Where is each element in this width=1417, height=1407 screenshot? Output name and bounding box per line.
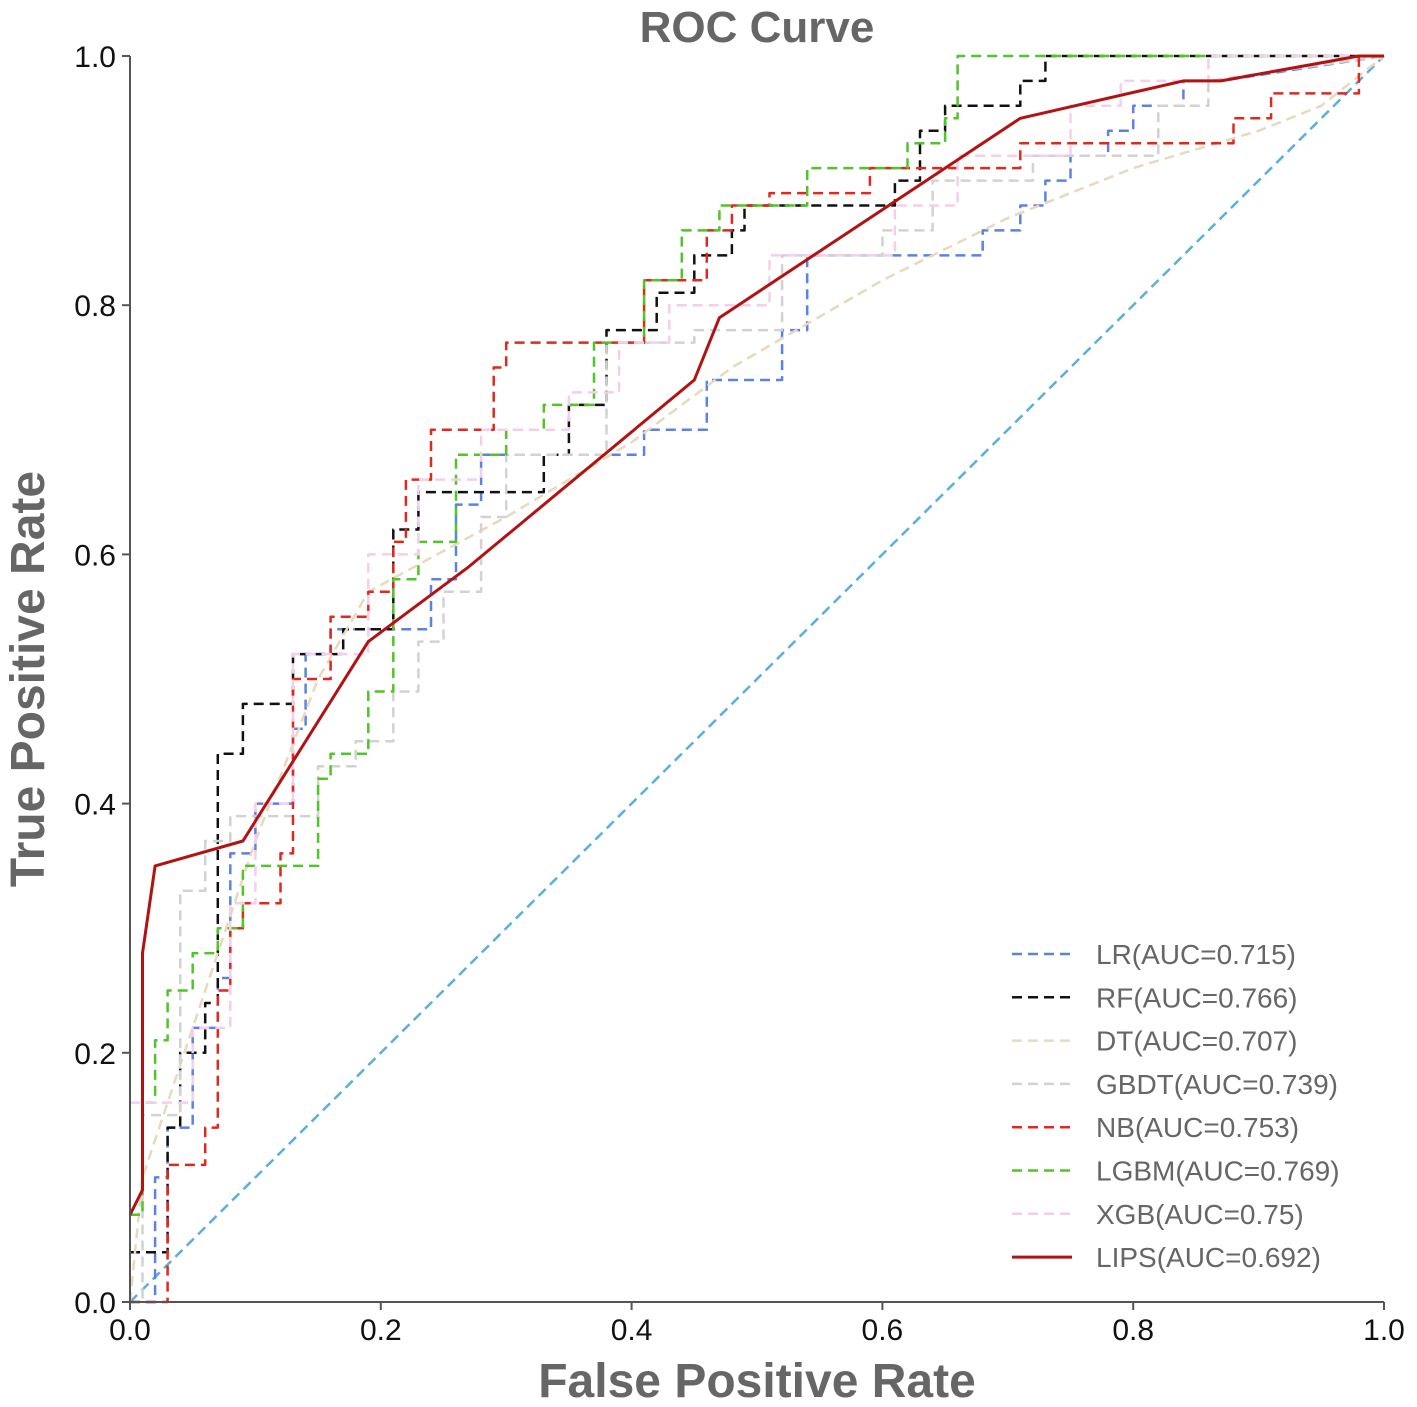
legend-label-nb: NB(AUC=0.753) bbox=[1096, 1112, 1299, 1143]
y-tick-label: 0.4 bbox=[74, 789, 116, 822]
x-axis: 0.0 0.2 0.4 0.6 0.8 1.0 bbox=[109, 1302, 1405, 1347]
y-tick-label: 1.0 bbox=[74, 41, 116, 74]
x-tick-label: 1.0 bbox=[1363, 1314, 1405, 1347]
x-tick-label: 0.6 bbox=[862, 1314, 904, 1347]
chart-title: ROC Curve bbox=[640, 3, 875, 52]
legend-label-rf: RF(AUC=0.766) bbox=[1096, 982, 1298, 1013]
roc-line-lips bbox=[128, 54, 1384, 1216]
legend-label-dt: DT(AUC=0.707) bbox=[1096, 1026, 1298, 1057]
legend-label-lips: LIPS(AUC=0.692) bbox=[1096, 1242, 1321, 1273]
y-tick-label: 0.2 bbox=[74, 1038, 116, 1071]
x-tick-label: 0.4 bbox=[611, 1314, 653, 1347]
roc-line-gbdt bbox=[130, 54, 1385, 1304]
legend-label-gbdt: GBDT(AUC=0.739) bbox=[1096, 1069, 1338, 1100]
y-axis-label: True Positive Rate bbox=[2, 471, 55, 887]
y-axis: 0.0 0.2 0.4 0.6 0.8 1.0 bbox=[74, 41, 130, 1320]
y-tick-label: 0.6 bbox=[74, 539, 116, 572]
y-tick-label: 0.0 bbox=[74, 1287, 116, 1320]
y-tick-label: 0.8 bbox=[74, 290, 116, 323]
curves-layer bbox=[128, 54, 1385, 1304]
x-tick-label: 0.2 bbox=[360, 1314, 402, 1347]
legend: LR(AUC=0.715) RF(AUC=0.766) DT(AUC=0.707) G… bbox=[1012, 939, 1340, 1273]
chance-diagonal-line bbox=[129, 55, 1385, 1303]
legend-label-xgb: XGB(AUC=0.75) bbox=[1096, 1199, 1304, 1230]
legend-label-lgbm: LGBM(AUC=0.769) bbox=[1096, 1156, 1340, 1187]
x-tick-label: 0.0 bbox=[109, 1314, 151, 1347]
x-axis-label: False Positive Rate bbox=[538, 1355, 976, 1407]
roc-line-lgbm bbox=[130, 54, 1384, 1217]
x-tick-label: 0.8 bbox=[1112, 1314, 1154, 1347]
legend-label-lr: LR(AUC=0.715) bbox=[1096, 939, 1296, 970]
